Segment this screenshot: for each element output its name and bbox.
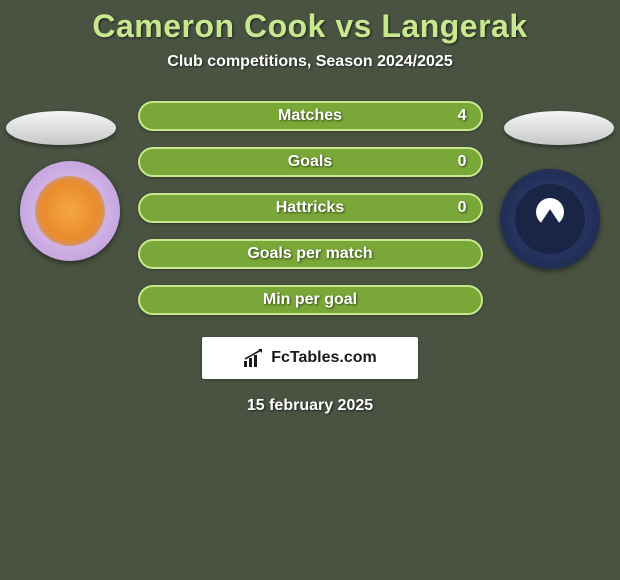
stat-row-goals: Goals 0: [138, 147, 483, 177]
page-subtitle: Club competitions, Season 2024/2025: [0, 53, 620, 71]
stat-row-goals-per-match: Goals per match: [138, 239, 483, 269]
club-badge-left: [20, 161, 120, 261]
stat-label: Hattricks: [276, 199, 344, 217]
club-crest-left: [35, 176, 105, 246]
stat-label: Min per goal: [263, 291, 357, 309]
footer-date: 15 february 2025: [0, 397, 620, 415]
club-crest-right: [515, 184, 585, 254]
page-title: Cameron Cook vs Langerak: [0, 8, 620, 45]
stat-rows: Matches 4 Goals 0 Hattricks 0 Goals per …: [138, 101, 483, 315]
stat-row-min-per-goal: Min per goal: [138, 285, 483, 315]
comparison-card: Cameron Cook vs Langerak Club competitio…: [0, 0, 620, 415]
brand-text: FcTables.com: [271, 349, 377, 367]
stat-row-hattricks: Hattricks 0: [138, 193, 483, 223]
bar-chart-arrow-icon: [243, 349, 265, 367]
stat-row-matches: Matches 4: [138, 101, 483, 131]
stat-value-right: 4: [458, 107, 467, 125]
stat-label: Goals: [288, 153, 332, 171]
stats-area: Matches 4 Goals 0 Hattricks 0 Goals per …: [0, 101, 620, 415]
stat-label: Matches: [278, 107, 342, 125]
player-slot-left: [6, 111, 116, 145]
stat-value-right: 0: [458, 153, 467, 171]
brand-watermark: FcTables.com: [202, 337, 418, 379]
club-badge-right: [500, 169, 600, 269]
stat-label: Goals per match: [247, 245, 372, 263]
player-slot-right: [504, 111, 614, 145]
stat-value-right: 0: [458, 199, 467, 217]
